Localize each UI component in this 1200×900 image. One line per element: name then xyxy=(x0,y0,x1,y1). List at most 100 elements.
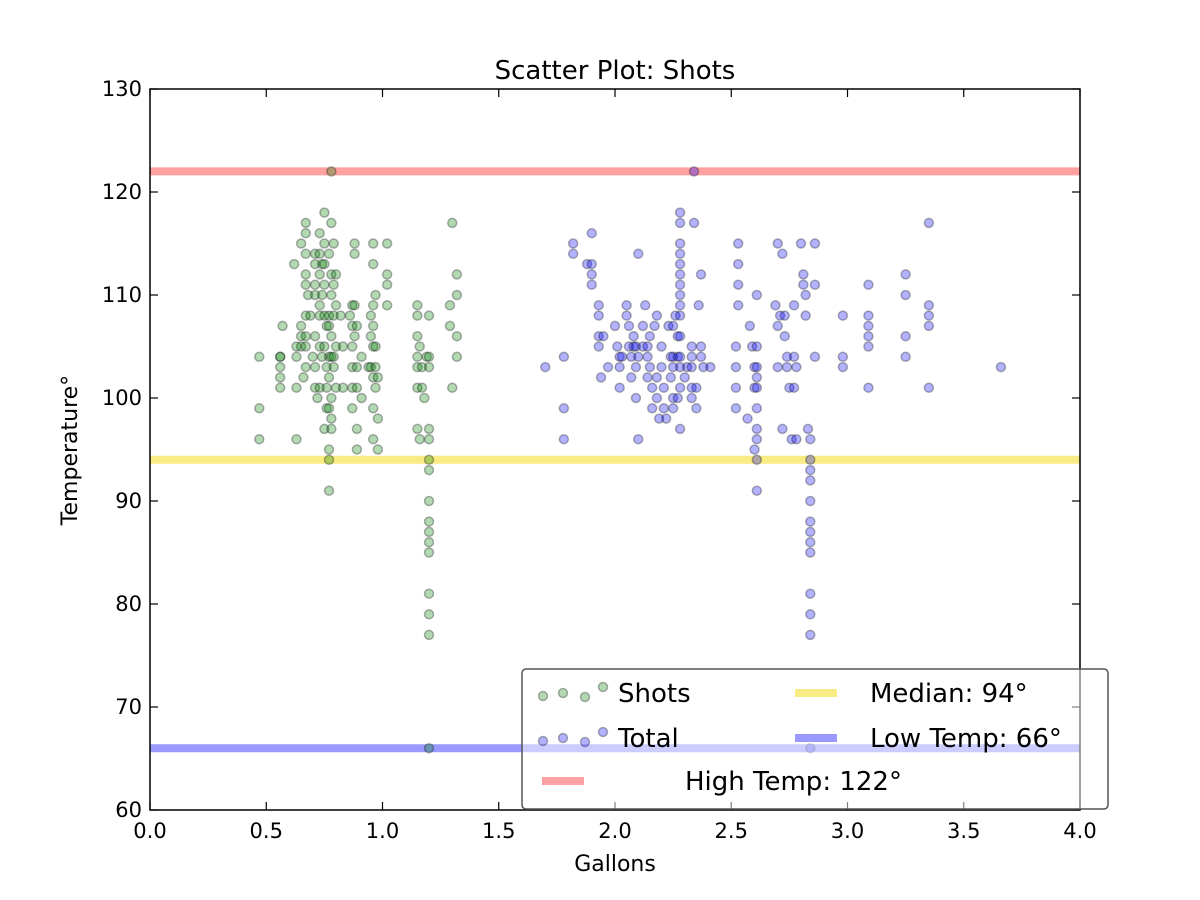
data-point-total xyxy=(633,433,644,445)
data-point-shots xyxy=(295,341,307,352)
data-point-total xyxy=(674,361,686,373)
data-point-shots xyxy=(421,351,432,363)
legend-marker-total xyxy=(537,735,549,747)
data-point-shots xyxy=(414,341,425,352)
data-point-total xyxy=(777,248,788,260)
data-point-shots xyxy=(423,310,435,321)
axes: 0.0 0.5 1.0 1.5 2.0 2.5 3.0 3.5 4.0 60 70 80 90 100 11… xyxy=(102,77,1097,843)
data-point-shots xyxy=(423,433,435,445)
data-point-shots xyxy=(314,341,325,352)
data-point-total xyxy=(686,361,697,373)
data-point-shots xyxy=(351,382,363,393)
series-shots xyxy=(254,166,463,754)
data-point-total xyxy=(779,330,790,342)
data-point-shots xyxy=(323,372,335,383)
data-point-shots xyxy=(277,320,288,332)
data-point-total xyxy=(667,361,679,373)
data-point-total xyxy=(628,341,639,352)
data-point-total xyxy=(863,341,874,352)
data-point-total xyxy=(695,351,707,363)
data-point-shots xyxy=(300,361,312,373)
data-point-shots xyxy=(328,310,339,321)
data-point-shots xyxy=(423,526,435,538)
data-point-shots xyxy=(423,588,435,599)
data-point-shots xyxy=(323,248,335,260)
data-point-shots xyxy=(300,248,312,260)
data-point-shots xyxy=(423,351,435,363)
data-point-shots xyxy=(328,279,339,290)
data-point-shots xyxy=(423,609,435,620)
data-point-total xyxy=(809,351,821,363)
data-point-total xyxy=(609,320,621,332)
data-point-total xyxy=(658,403,670,414)
data-point-shots xyxy=(423,742,435,754)
data-point-total xyxy=(681,361,693,373)
data-point-shots xyxy=(367,372,379,383)
data-point-shots xyxy=(419,392,430,404)
data-point-shots xyxy=(412,300,423,311)
data-point-total xyxy=(730,382,742,393)
data-point-total xyxy=(751,485,763,496)
data-point-shots xyxy=(326,330,337,342)
data-point-shots xyxy=(328,361,339,373)
data-point-total xyxy=(593,310,604,321)
data-point-total xyxy=(667,403,679,414)
data-point-total xyxy=(674,330,686,342)
data-point-total xyxy=(593,330,604,342)
data-point-total xyxy=(672,392,684,404)
data-point-total xyxy=(805,495,816,507)
data-point-total xyxy=(805,629,816,641)
data-point-shots xyxy=(365,361,377,373)
data-point-total xyxy=(751,372,763,383)
data-point-shots xyxy=(363,361,374,373)
data-point-total xyxy=(805,464,816,476)
data-point-total xyxy=(540,361,551,373)
data-point-shots xyxy=(323,351,335,363)
legend-marker-total xyxy=(597,726,609,738)
data-point-total xyxy=(695,269,707,280)
data-point-total xyxy=(593,300,604,311)
data-point-total xyxy=(772,238,783,249)
data-point-shots xyxy=(316,351,328,363)
data-point-shots xyxy=(412,423,423,435)
data-point-total xyxy=(628,330,639,342)
data-point-total xyxy=(730,403,742,414)
y-tick-label: 120 xyxy=(102,180,142,204)
data-point-shots xyxy=(367,258,379,270)
data-point-shots xyxy=(412,361,423,373)
data-point-total xyxy=(837,361,849,373)
data-point-shots xyxy=(288,258,300,270)
data-point-total xyxy=(651,392,663,404)
data-point-total xyxy=(805,526,816,538)
data-point-total xyxy=(691,382,702,393)
data-point-shots xyxy=(337,382,349,393)
plot-area xyxy=(150,166,1080,754)
data-point-total xyxy=(863,320,874,332)
data-point-shots xyxy=(291,382,302,393)
data-point-total xyxy=(674,238,686,249)
data-point-total xyxy=(674,289,686,301)
data-point-shots xyxy=(412,382,423,393)
chart-title: Scatter Plot: Shots xyxy=(495,56,736,86)
data-point-shots xyxy=(335,310,346,321)
data-point-shots xyxy=(305,310,316,321)
data-point-total xyxy=(667,351,679,363)
data-point-total xyxy=(670,310,681,321)
data-point-shots xyxy=(370,341,381,352)
data-point-total xyxy=(558,351,570,363)
data-point-total xyxy=(732,300,744,311)
data-point-shots xyxy=(323,320,335,332)
data-point-shots xyxy=(356,351,367,363)
data-point-total xyxy=(558,433,570,445)
data-point-total xyxy=(777,423,788,435)
data-point-total xyxy=(688,166,700,177)
data-point-shots xyxy=(423,454,435,466)
data-point-shots xyxy=(295,238,307,249)
data-point-shots xyxy=(319,258,330,270)
data-point-total xyxy=(672,351,684,363)
data-point-shots xyxy=(423,536,435,548)
data-point-shots xyxy=(367,300,379,311)
data-point-total xyxy=(805,588,816,599)
data-point-total xyxy=(770,300,781,311)
data-point-total xyxy=(900,351,911,363)
